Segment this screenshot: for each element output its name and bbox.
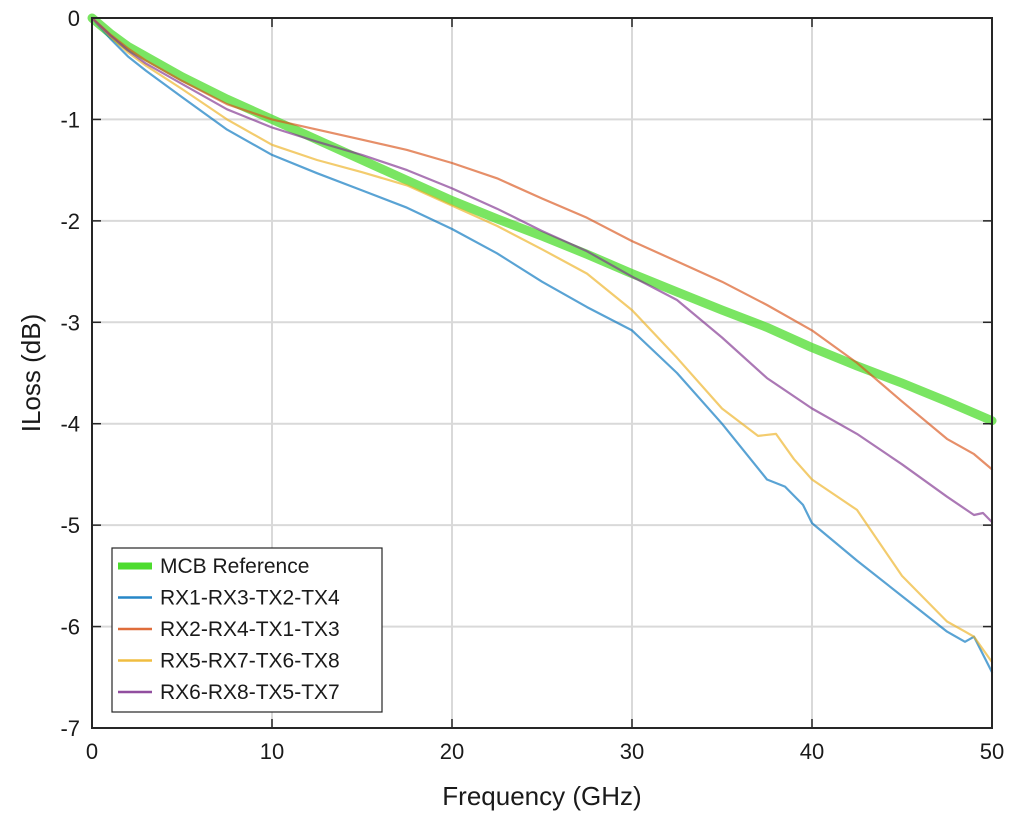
- series-line-2: [90, 16, 994, 674]
- x-tick-label: 10: [260, 739, 284, 764]
- legend-box: [111, 547, 383, 713]
- axis-ticks: 0 10 20 30 40 50 0 -1 -2 -3 -4 -5 -6 -7: [60, 6, 1004, 764]
- series-line-4: [90, 16, 994, 664]
- y-tick-label: -5: [60, 513, 80, 538]
- y-tick-label: -1: [60, 107, 80, 132]
- y-tick-label: -2: [60, 209, 80, 234]
- y-tick-label: -4: [60, 412, 80, 437]
- x-tick-label: 20: [440, 739, 464, 764]
- legend-label-3: RX2-RX4-TX1-TX3: [160, 618, 340, 641]
- x-tick-label: 40: [800, 739, 824, 764]
- series-line-1: [87, 13, 997, 426]
- legend-label-2: RX1-RX3-TX2-TX4: [160, 587, 340, 610]
- legend: MCB Reference RX1-RX3-TX2-TX4 RX2-RX4-TX1-…: [111, 547, 383, 713]
- x-axis-label: Frequency (GHz): [442, 781, 641, 811]
- plot-frame: [91, 17, 993, 729]
- y-tick-label: -7: [60, 716, 80, 741]
- series-line-5: [90, 16, 994, 524]
- series-lines: [87, 13, 997, 674]
- legend-label-5: RX6-RX8-TX5-TX7: [160, 681, 340, 704]
- y-tick-label: 0: [68, 6, 80, 31]
- y-tick-label: -6: [60, 615, 80, 640]
- legend-label-1: MCB Reference: [160, 555, 309, 578]
- legend-label-4: RX5-RX7-TX6-TX8: [160, 650, 340, 673]
- y-axis-label: ILoss (dB): [16, 314, 46, 433]
- series-line-3: [90, 16, 994, 471]
- x-tick-label: 50: [980, 739, 1004, 764]
- x-tick-label: 30: [620, 739, 644, 764]
- y-tick-label: -3: [60, 310, 80, 335]
- x-tick-label: 0: [86, 739, 98, 764]
